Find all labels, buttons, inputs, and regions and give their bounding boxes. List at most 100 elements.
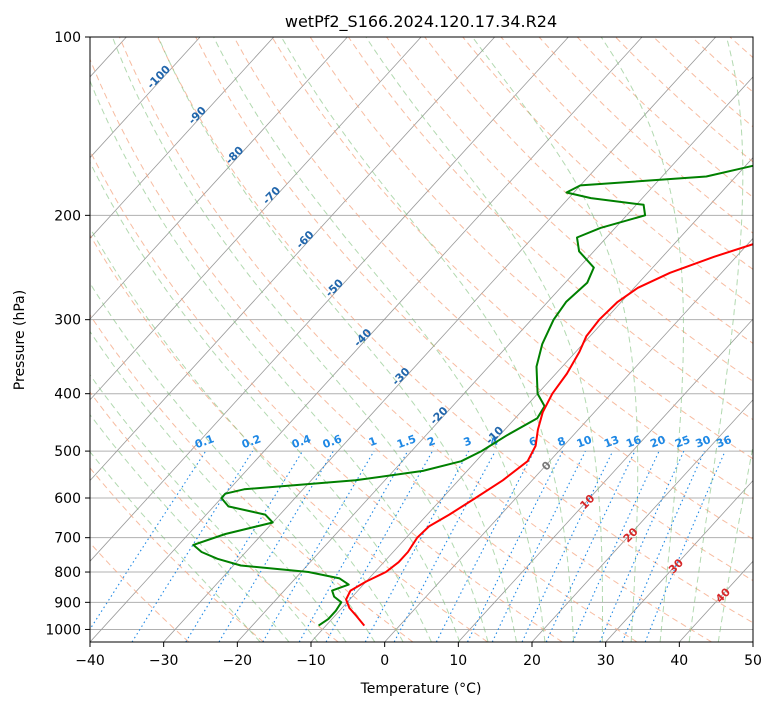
mixing-ratio-label: 30 xyxy=(694,433,713,451)
x-axis-label: Temperature (°C) xyxy=(360,681,482,697)
mixing-ratio-label: 36 xyxy=(714,433,733,451)
dry-adiabat-line xyxy=(462,37,753,307)
y-tick-label: 600 xyxy=(54,491,81,507)
dry-adiabat-line xyxy=(386,37,753,382)
mixing-ratio-label: 1.5 xyxy=(395,432,418,451)
isotherm-line xyxy=(90,37,275,239)
temperature-label: 30 xyxy=(666,556,686,576)
isotherm-line xyxy=(384,237,753,642)
x-tick-label: 0 xyxy=(380,653,389,669)
isotherm-line xyxy=(752,641,753,642)
y-tick-label: 1000 xyxy=(45,622,81,638)
dry-adiabat-line xyxy=(90,467,264,642)
mixing-ratio-label: 0.1 xyxy=(193,432,216,451)
y-axis-label: Pressure (hPa) xyxy=(12,290,28,390)
dry-adiabat-line xyxy=(538,37,753,234)
dry-adiabat-label: -90 xyxy=(186,104,209,127)
mixing-ratio-label: 8 xyxy=(556,434,568,449)
isotherm-line xyxy=(90,37,201,159)
x-tick-label: 50 xyxy=(744,653,762,669)
x-tick-label: 30 xyxy=(597,653,615,669)
mixing-ratio-line xyxy=(364,450,470,642)
y-tick-label: 500 xyxy=(54,444,81,460)
mixing-ratio-line xyxy=(644,450,726,642)
isotherm-line xyxy=(237,76,753,642)
isotherm-line xyxy=(458,318,753,642)
mixing-ratio-line xyxy=(262,450,375,642)
mixing-ratio-label: 4 xyxy=(488,434,500,449)
mixing-ratio-line xyxy=(90,450,207,631)
mixing-ratio-label: 0.4 xyxy=(290,432,313,451)
mixing-ratio-label: 25 xyxy=(673,433,692,450)
moist-adiabat-line xyxy=(90,282,376,642)
x-tick-label: −40 xyxy=(75,653,105,669)
dry-adiabat-line xyxy=(90,149,563,642)
dry-adiabat-line xyxy=(615,37,753,163)
moist-adiabat-line xyxy=(471,37,639,642)
moist-adiabat-line xyxy=(717,443,753,642)
moist-adiabat-line xyxy=(111,37,489,642)
mixing-ratio-line xyxy=(545,450,636,642)
dry-adiabat-label: -70 xyxy=(260,184,283,207)
mixing-ratio-label: 0.2 xyxy=(240,432,263,451)
temperature-profile-line xyxy=(345,243,753,627)
y-tick-label: 100 xyxy=(54,30,81,46)
plot-frame xyxy=(89,36,754,643)
y-tick-label: 300 xyxy=(54,313,81,329)
mixing-ratio-label: 3 xyxy=(462,434,474,449)
x-tick-label: −20 xyxy=(223,653,253,669)
moist-adiabat-line xyxy=(90,330,347,642)
dry-adiabat-line xyxy=(768,37,775,642)
moist-adiabat-line xyxy=(365,37,603,642)
mixing-ratio-label: 6 xyxy=(527,434,539,449)
moist-adiabat-line xyxy=(90,374,319,642)
moist-adiabat-line xyxy=(600,37,684,642)
dry-adiabat-label: -50 xyxy=(323,276,346,299)
dry-adiabat-label: -80 xyxy=(223,144,246,167)
dewpoint-profile-line xyxy=(192,164,753,627)
dry-adiabat-label: -60 xyxy=(293,228,316,251)
mixing-ratio-label: 20 xyxy=(648,433,667,451)
dry-adiabat-line xyxy=(118,37,712,642)
dry-adiabat-line xyxy=(271,37,753,500)
moist-adiabat-line xyxy=(90,161,432,642)
moist-adiabat-line xyxy=(213,37,546,642)
mixing-ratio-line xyxy=(621,450,705,642)
mixing-ratio-label: 13 xyxy=(602,433,621,450)
dry-adiabat-line xyxy=(576,37,753,198)
dry-adiabat-label: -30 xyxy=(389,365,412,388)
mixing-ratio-label: 0.6 xyxy=(321,432,344,451)
dry-adiabat-line xyxy=(233,37,753,540)
dry-adiabat-line xyxy=(347,37,753,421)
dry-adiabat-line xyxy=(195,37,753,582)
moist-adiabat-line xyxy=(688,37,744,642)
mixing-ratio-line xyxy=(491,450,586,642)
y-tick-label: 200 xyxy=(54,208,81,224)
moist-adiabat-line xyxy=(157,37,517,642)
dry-adiabat-line xyxy=(90,234,488,642)
isotherm-line xyxy=(531,399,753,642)
isotherm-line xyxy=(90,37,643,642)
mixing-ratio-line xyxy=(393,450,496,642)
moist-adiabat-line xyxy=(280,37,575,642)
mixing-ratio-line xyxy=(572,450,660,642)
isotherm-line xyxy=(90,37,348,320)
mixing-ratio-line xyxy=(467,450,564,642)
mixing-ratio-label: 1 xyxy=(367,434,379,449)
moist-adiabat-line xyxy=(90,226,404,642)
dry-adiabat-line xyxy=(424,37,753,344)
y-tick-label: 400 xyxy=(54,387,81,403)
dry-adiabat-line xyxy=(90,542,190,642)
chart-title: wetPf2_S166.2024.120.17.34.R24 xyxy=(285,12,557,32)
dry-adiabat-line xyxy=(653,37,753,128)
moist-adiabat-line xyxy=(90,450,261,642)
isotherm-line xyxy=(163,37,717,642)
isotherm-line xyxy=(90,37,496,482)
dry-adiabat-line xyxy=(90,391,339,642)
mixing-ratio-line xyxy=(521,450,614,642)
isotherm-line xyxy=(605,479,753,642)
x-tick-label: −10 xyxy=(296,653,326,669)
y-tick-label: 700 xyxy=(54,531,81,547)
dry-adiabat-label: -100 xyxy=(144,63,173,92)
